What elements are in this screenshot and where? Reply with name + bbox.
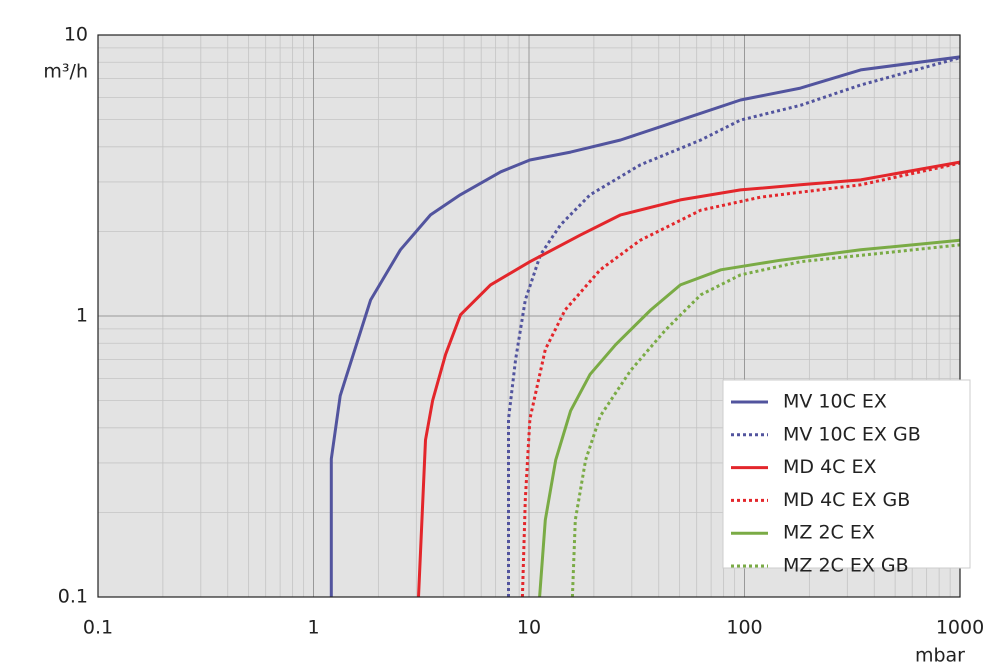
- legend-label: MZ 2C EX GB: [783, 555, 909, 577]
- legend-box: [722, 379, 971, 569]
- series-line: [538, 238, 961, 598]
- legend-label: MV 10C EX: [783, 391, 887, 413]
- series-line: [520, 161, 961, 598]
- legend-label: MD 4C EX: [783, 456, 876, 478]
- y-tick-label: 10: [64, 24, 88, 46]
- y-tick-label: 0.1: [58, 586, 88, 608]
- x-tick-label: 1000: [936, 617, 984, 639]
- series-line: [417, 160, 961, 598]
- x-tick-label: 1: [307, 617, 319, 639]
- legend-label: MD 4C EX GB: [783, 489, 910, 511]
- series-line: [329, 55, 961, 597]
- y-tick-label: 1: [76, 305, 88, 327]
- x-axis-label: mbar: [915, 645, 965, 667]
- legend-label: MZ 2C EX: [783, 522, 875, 544]
- y-axis-label: m³/h: [43, 61, 88, 83]
- series-line: [570, 243, 961, 598]
- x-tick-label: 100: [726, 617, 762, 639]
- x-tick-label: 0.1: [83, 617, 113, 639]
- x-tick-label: 10: [517, 617, 541, 639]
- legend-label: MV 10C EX GB: [783, 423, 921, 445]
- series-line: [507, 56, 961, 597]
- plot-frame: [97, 34, 961, 598]
